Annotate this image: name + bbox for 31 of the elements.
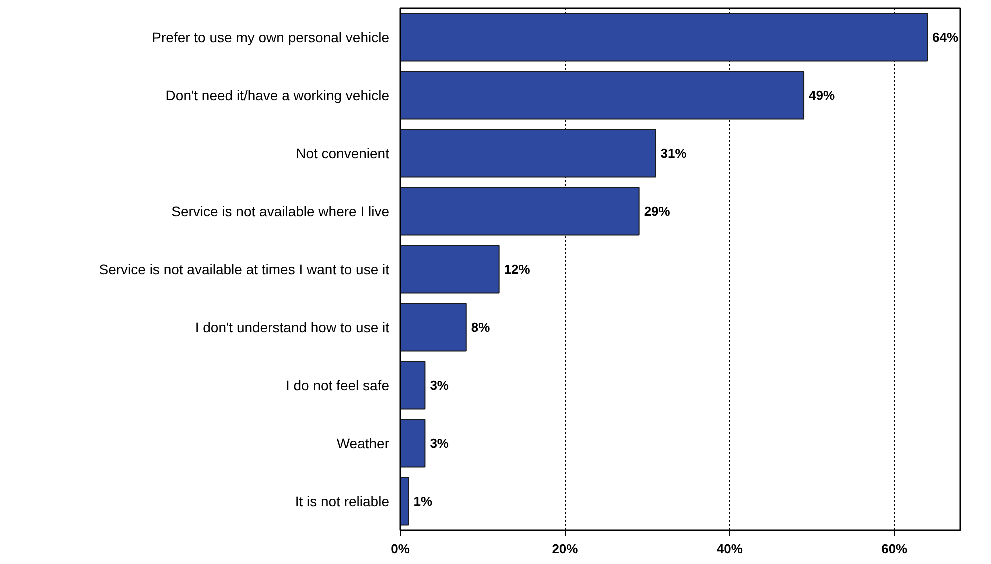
- data-label: 64%: [932, 30, 960, 45]
- y-tick-label: Don't need it/have a working vehicle: [166, 88, 390, 104]
- y-tick-label: I don't understand how to use it: [195, 320, 390, 336]
- y-tick-label: Weather: [336, 436, 390, 452]
- y-tick-label: Prefer to use my own personal vehicle: [152, 30, 390, 46]
- y-tick-label: Not convenient: [296, 146, 390, 162]
- x-tick-label: 20%: [552, 542, 579, 556]
- data-label: 3%: [430, 378, 450, 393]
- bar: [400, 187, 640, 236]
- x-tick-label: 40%: [716, 542, 744, 556]
- y-tick-label: Service is not available where I live: [172, 204, 390, 220]
- bar: [400, 303, 467, 352]
- data-label: 1%: [414, 494, 433, 509]
- data-label: 8%: [471, 320, 491, 335]
- bar: [400, 245, 500, 294]
- x-tick-label: 60%: [882, 542, 908, 556]
- bar: [400, 477, 410, 526]
- bar: [400, 361, 426, 410]
- data-label: 31%: [660, 146, 688, 161]
- x-tick-label: 0%: [391, 542, 410, 556]
- y-tick-label: It is not reliable: [295, 494, 390, 510]
- data-label: 29%: [644, 204, 671, 219]
- bar: [400, 129, 656, 178]
- bar: [400, 13, 928, 62]
- bar: [400, 419, 426, 468]
- data-label: 49%: [809, 88, 836, 103]
- bar: [400, 71, 805, 120]
- y-tick-label: I do not feel safe: [286, 378, 390, 394]
- data-label: 12%: [504, 262, 531, 277]
- y-tick-label: Service is not available at times I want to use it: [99, 262, 390, 278]
- data-label: 3%: [430, 436, 450, 451]
